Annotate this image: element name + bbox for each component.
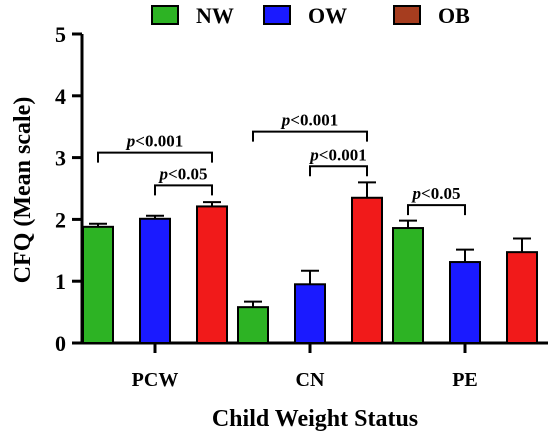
category-labels: PCW CN PE (132, 343, 478, 391)
y-ticks: 0 1 2 3 4 5 (55, 22, 82, 356)
p-value-label: p<0.05 (158, 164, 208, 183)
legend: NW OW OB (151, 3, 470, 28)
bar-ob-pe (506, 251, 538, 345)
y-tick-label: 0 (55, 331, 66, 356)
bar-ob-pcw (196, 205, 228, 344)
significance-bracket (407, 204, 466, 216)
p-symbol: p (158, 164, 169, 183)
bar-ob-cn (351, 196, 383, 344)
legend-label-nw: NW (196, 3, 234, 28)
significance-bracket (154, 184, 213, 196)
bar-ow-pe (449, 261, 481, 344)
significance-bracket (309, 165, 368, 177)
y-tick-label: 4 (55, 84, 66, 109)
y-axis-title: CFQ (Mean scale) (10, 97, 36, 284)
y-tick-label: 2 (55, 207, 66, 232)
p-threshold: <0.001 (290, 111, 338, 130)
p-value-label: p<0.001 (308, 145, 366, 164)
p-value-label: p<0.001 (280, 111, 338, 130)
p-symbol: p (411, 184, 422, 203)
p-threshold: <0.001 (135, 132, 183, 151)
significance-bracket (97, 151, 213, 163)
legend-swatch-nw (151, 5, 179, 25)
p-value-label: p<0.05 (411, 184, 461, 203)
legend-label-ow: OW (308, 3, 347, 28)
legend-swatch-ow (263, 5, 291, 25)
y-tick-label: 3 (55, 146, 66, 171)
bar-nw-cn (237, 306, 269, 345)
y-tick-label: 1 (55, 269, 66, 294)
bar-ow-cn (294, 283, 326, 345)
category-label-pe: PE (452, 369, 478, 391)
p-threshold: <0.05 (168, 164, 207, 183)
p-symbol: p (280, 111, 291, 130)
y-tick-label: 5 (55, 22, 66, 47)
category-label-pcw: PCW (132, 369, 179, 391)
error-bars (89, 181, 531, 308)
bar-ow-pcw (139, 217, 171, 344)
legend-label-ob: OB (438, 3, 470, 28)
p-symbol: p (308, 145, 319, 164)
p-value-label: p<0.001 (125, 132, 183, 151)
p-threshold: <0.001 (319, 145, 367, 164)
significance-bracket (252, 130, 368, 142)
legend-swatch-ob (393, 5, 421, 25)
x-axis-title: Child Weight Status (212, 406, 418, 432)
category-label-cn: CN (296, 369, 325, 391)
p-symbol: p (125, 132, 136, 151)
bar-nw-pe (392, 227, 424, 344)
p-threshold: <0.05 (421, 184, 460, 203)
bar-nw-pcw (82, 225, 114, 344)
